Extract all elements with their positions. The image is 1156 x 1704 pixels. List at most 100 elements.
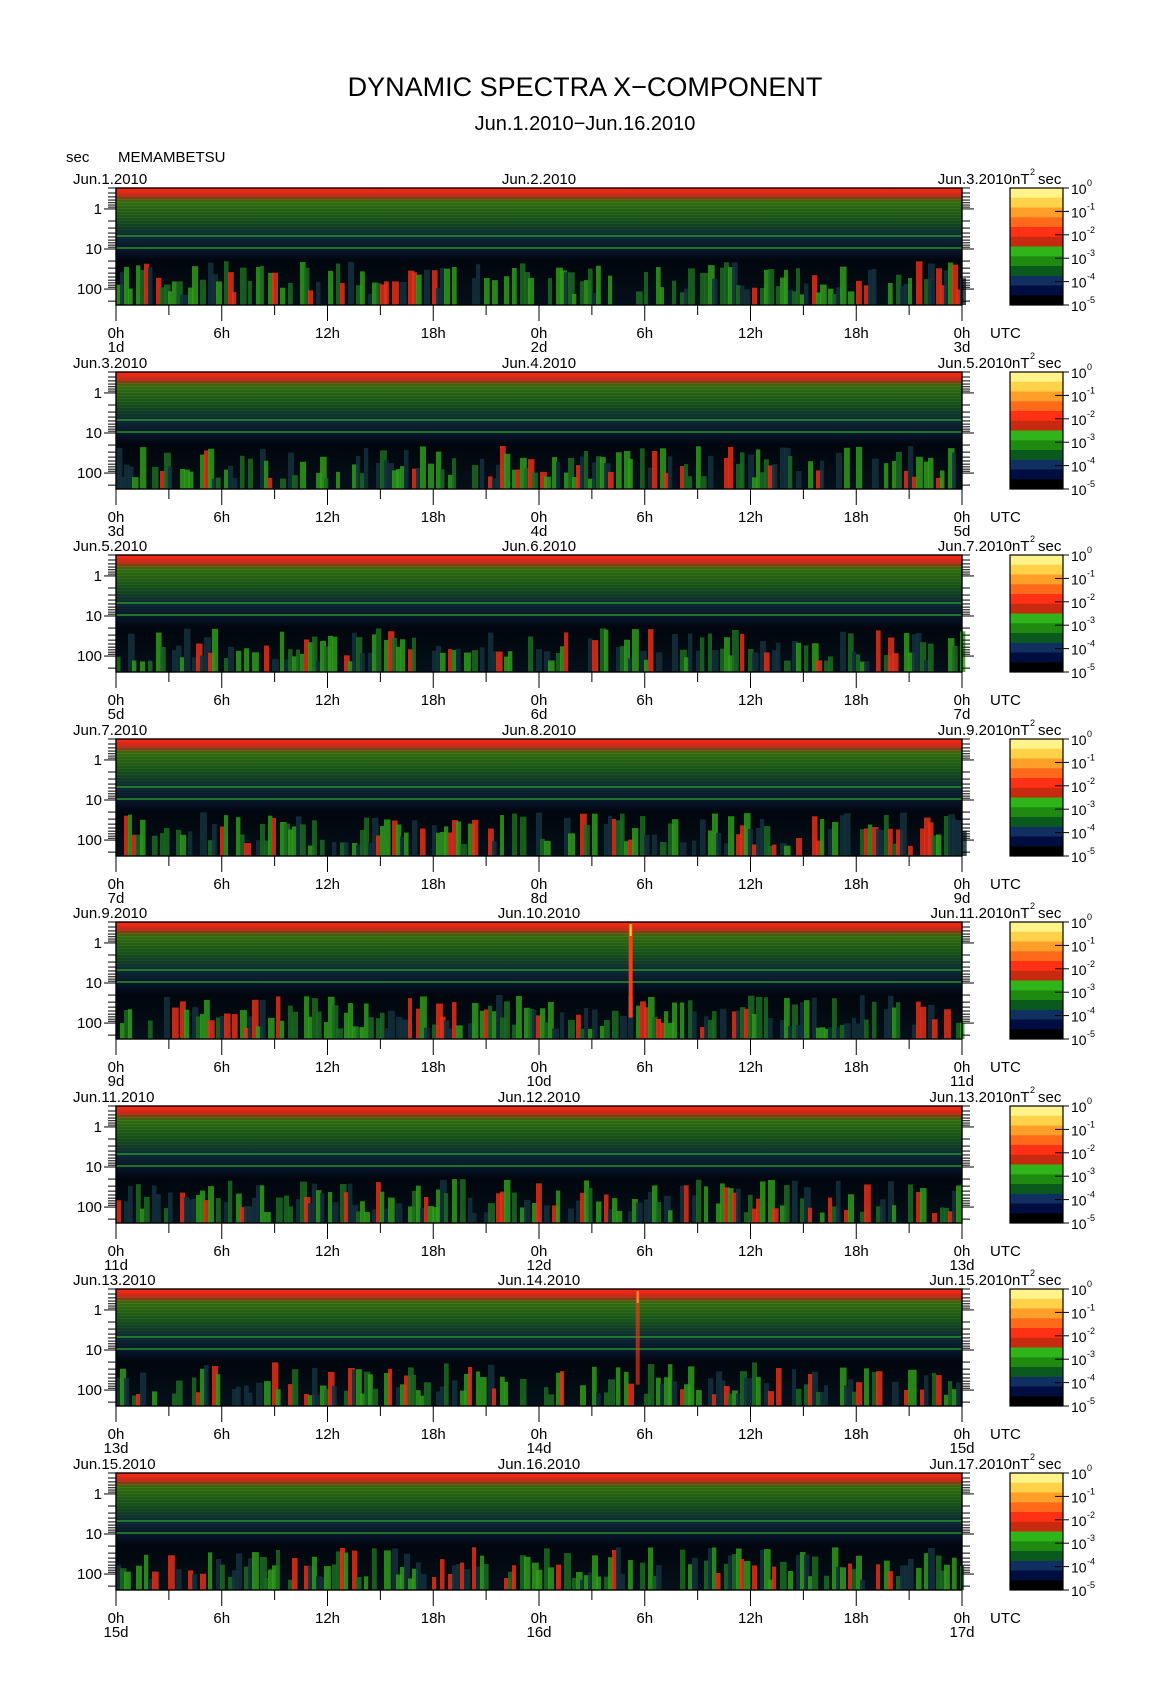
activity-mark [724,1563,730,1590]
activity-mark [796,1025,803,1039]
activity-mark [420,446,426,489]
colorbar-segment [1010,1203,1063,1214]
colorbar-frame [1009,1472,1064,1591]
activity-mark [548,1567,555,1590]
colorbar-segment [1010,1492,1063,1503]
activity-mark [500,1191,506,1223]
x-tick-label: 18h [844,692,869,709]
activity-mark [544,476,551,489]
activity-mark [648,629,654,672]
activity-mark [812,1371,818,1406]
activity-mark [796,642,802,672]
activity-mark [408,649,415,672]
activity-mark [888,1181,895,1223]
activity-mark [708,1548,713,1590]
day-label-end: Jun.11.2010 [931,905,1012,922]
activity-mark [572,476,579,489]
activity-mark [160,833,165,856]
x-tick-label: 0h [954,692,971,709]
activity-mark [300,1181,307,1223]
activity-mark [312,1556,317,1590]
activity-mark [652,1575,658,1590]
activity-mark [304,1565,310,1590]
activity-mark [828,656,834,672]
activity-mark [560,1012,565,1039]
activity-mark [824,1028,829,1039]
activity-mark [744,1008,751,1039]
activity-mark [860,661,866,672]
activity-mark [256,1382,263,1406]
activity-mark [680,466,685,489]
activity-mark [424,1027,430,1039]
activity-mark [148,1020,153,1039]
activity-mark [776,642,781,672]
activity-mark [540,471,547,489]
x-tick-label: 12h [738,1426,763,1443]
activity-mark [796,471,802,489]
colorbar-tick-label: 10 [1071,1329,1087,1345]
activity-mark [396,1016,403,1039]
activity-mark [732,1554,738,1590]
day-number-label: 8d [531,890,548,907]
activity-mark [136,834,143,856]
activity-mark [420,1395,425,1406]
activity-mark [804,1187,811,1223]
activity-mark [504,276,510,305]
activity-mark [736,1010,742,1039]
activity-mark [948,262,954,305]
colorbar-tick-exponent: -2 [1087,1510,1095,1520]
activity-mark [280,287,286,305]
activity-mark [316,1011,322,1039]
day-number-label: 2d [531,339,548,356]
activity-mark [864,828,869,856]
activity-mark [244,1385,249,1406]
activity-mark [712,278,718,305]
activity-mark [752,1362,757,1406]
activity-mark [952,1557,957,1590]
activity-mark [820,1027,826,1039]
activity-mark [512,1192,517,1223]
activity-mark [732,629,739,672]
colorbar-segment [1010,207,1063,218]
activity-mark [200,655,207,672]
activity-mark [900,812,907,856]
activity-mark [768,1179,775,1223]
activity-mark [672,280,677,305]
activity-mark [460,844,467,856]
activity-mark [940,470,945,489]
y-tick-label: 10 [85,792,102,809]
colorbar-frame [1009,738,1064,857]
activity-mark [896,451,902,489]
activity-mark [404,1375,411,1406]
activity-mark [368,652,375,672]
colorbar-segment [1010,1386,1063,1397]
activity-mark [364,1576,369,1590]
colorbar-tick-exponent: -3 [1087,1349,1095,1359]
activity-mark [812,997,817,1039]
activity-mark [264,1212,271,1223]
activity-mark [740,1558,745,1590]
activity-mark [156,1194,161,1223]
colorbar-segment [1010,1357,1063,1367]
colorbar-frame [1009,187,1064,306]
activity-mark [764,826,771,856]
colorbar-unit-exp: 2 [1030,901,1035,911]
activity-mark [124,266,130,305]
activity-mark [604,1019,610,1039]
activity-mark [820,819,825,856]
activity-mark [652,834,658,856]
activity-mark [532,472,538,489]
activity-mark [548,1394,555,1406]
activity-mark [568,272,575,305]
activity-mark [336,1028,343,1039]
colorbar-tick-exponent: -4 [1087,456,1095,466]
activity-mark [920,642,927,672]
activity-mark [596,1393,601,1406]
colorbar-tick-exponent: 0 [1087,1096,1092,1106]
activity-mark [332,1564,337,1590]
activity-mark [128,633,135,672]
activity-mark [640,1001,646,1039]
x-tick-label: 0h [531,876,548,893]
activity-mark [896,274,902,305]
colorbar-tick-label: 10 [1071,1032,1087,1048]
